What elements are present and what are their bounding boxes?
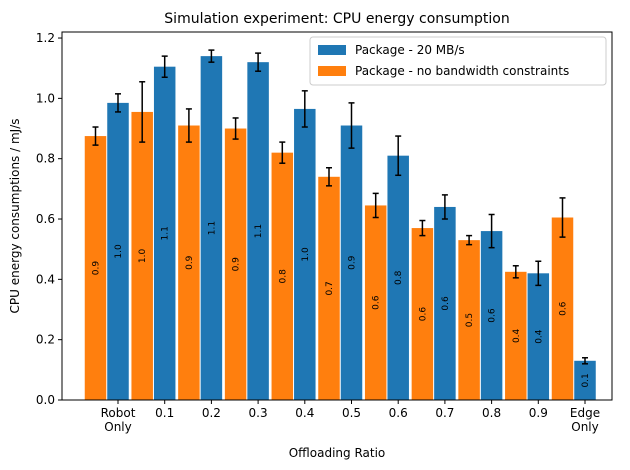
value-label: 0.5 xyxy=(465,313,475,327)
value-label: 0.9 xyxy=(232,257,242,272)
x-tick-label: 0.5 xyxy=(342,406,361,420)
value-label: 1.0 xyxy=(138,249,148,264)
y-tick-label: 1.0 xyxy=(36,91,55,105)
bar xyxy=(294,108,316,400)
value-label: 1.0 xyxy=(114,244,124,259)
y-tick-label: 0.0 xyxy=(36,393,55,407)
bar xyxy=(318,176,340,400)
bar xyxy=(458,240,480,400)
value-label: 0.8 xyxy=(278,269,288,284)
value-label: 0.6 xyxy=(441,296,451,311)
bar xyxy=(505,271,527,400)
y-axis-label: CPU energy consumptions / mJ/s xyxy=(8,119,22,314)
bar xyxy=(527,273,550,400)
value-label: 1.1 xyxy=(207,221,217,235)
value-label: 0.9 xyxy=(92,261,102,276)
value-label: 0.6 xyxy=(372,295,382,310)
legend-label: Package - 20 MB/s xyxy=(355,43,465,57)
value-label: 0.4 xyxy=(534,329,544,344)
y-tick-label: 0.8 xyxy=(36,152,55,166)
bar xyxy=(153,66,176,400)
x-tick-label: 0.7 xyxy=(435,406,454,420)
x-tick-label: 0.6 xyxy=(389,406,408,420)
bar xyxy=(200,56,223,400)
bar xyxy=(387,155,409,400)
y-tick-label: 0.2 xyxy=(36,333,55,347)
value-label: 1.1 xyxy=(161,226,171,240)
legend-box xyxy=(309,36,607,86)
bar xyxy=(551,217,574,400)
value-label: 0.9 xyxy=(348,255,358,270)
value-label: 0.8 xyxy=(394,270,404,285)
bar xyxy=(131,111,153,401)
bar xyxy=(434,206,456,400)
bar xyxy=(247,62,269,400)
bar xyxy=(271,152,294,400)
x-tick-label: 0.1 xyxy=(155,406,174,420)
value-label: 1.0 xyxy=(301,247,311,262)
bar xyxy=(574,360,596,400)
bar xyxy=(364,205,387,400)
bar xyxy=(224,128,247,400)
value-label: 0.1 xyxy=(581,373,591,387)
x-tick-label: Robot Only xyxy=(101,406,136,434)
value-label: 0.6 xyxy=(418,307,428,322)
bar xyxy=(340,125,363,401)
value-label: 0.6 xyxy=(559,301,569,316)
bar xyxy=(178,125,200,401)
bar xyxy=(411,228,434,400)
value-label: 0.4 xyxy=(512,328,522,343)
legend-label: Package - no bandwidth constraints xyxy=(355,64,569,78)
value-label: 0.9 xyxy=(185,255,195,270)
x-tick-label: 0.3 xyxy=(249,406,268,420)
plot-frame xyxy=(61,31,613,401)
x-axis-label: Offloading Ratio xyxy=(289,446,386,460)
y-tick-label: 0.4 xyxy=(36,272,55,286)
x-tick-label: 0.4 xyxy=(295,406,314,420)
bar xyxy=(84,136,107,401)
x-tick-label: 0.9 xyxy=(529,406,548,420)
chart-title: Simulation experiment: CPU energy consum… xyxy=(164,11,509,27)
x-tick-label: 0.8 xyxy=(482,406,501,420)
value-label: 0.6 xyxy=(488,308,498,323)
legend-swatch xyxy=(318,45,346,55)
value-label: 0.7 xyxy=(325,281,335,295)
y-tick-label: 1.2 xyxy=(36,31,55,45)
bar xyxy=(480,231,503,400)
y-tick-label: 0.6 xyxy=(36,212,55,226)
bar xyxy=(107,102,129,400)
x-tick-label: Edge Only xyxy=(570,406,600,434)
x-tick-label: 0.2 xyxy=(202,406,221,420)
legend-swatch xyxy=(318,66,346,76)
value-label: 1.1 xyxy=(254,224,264,238)
